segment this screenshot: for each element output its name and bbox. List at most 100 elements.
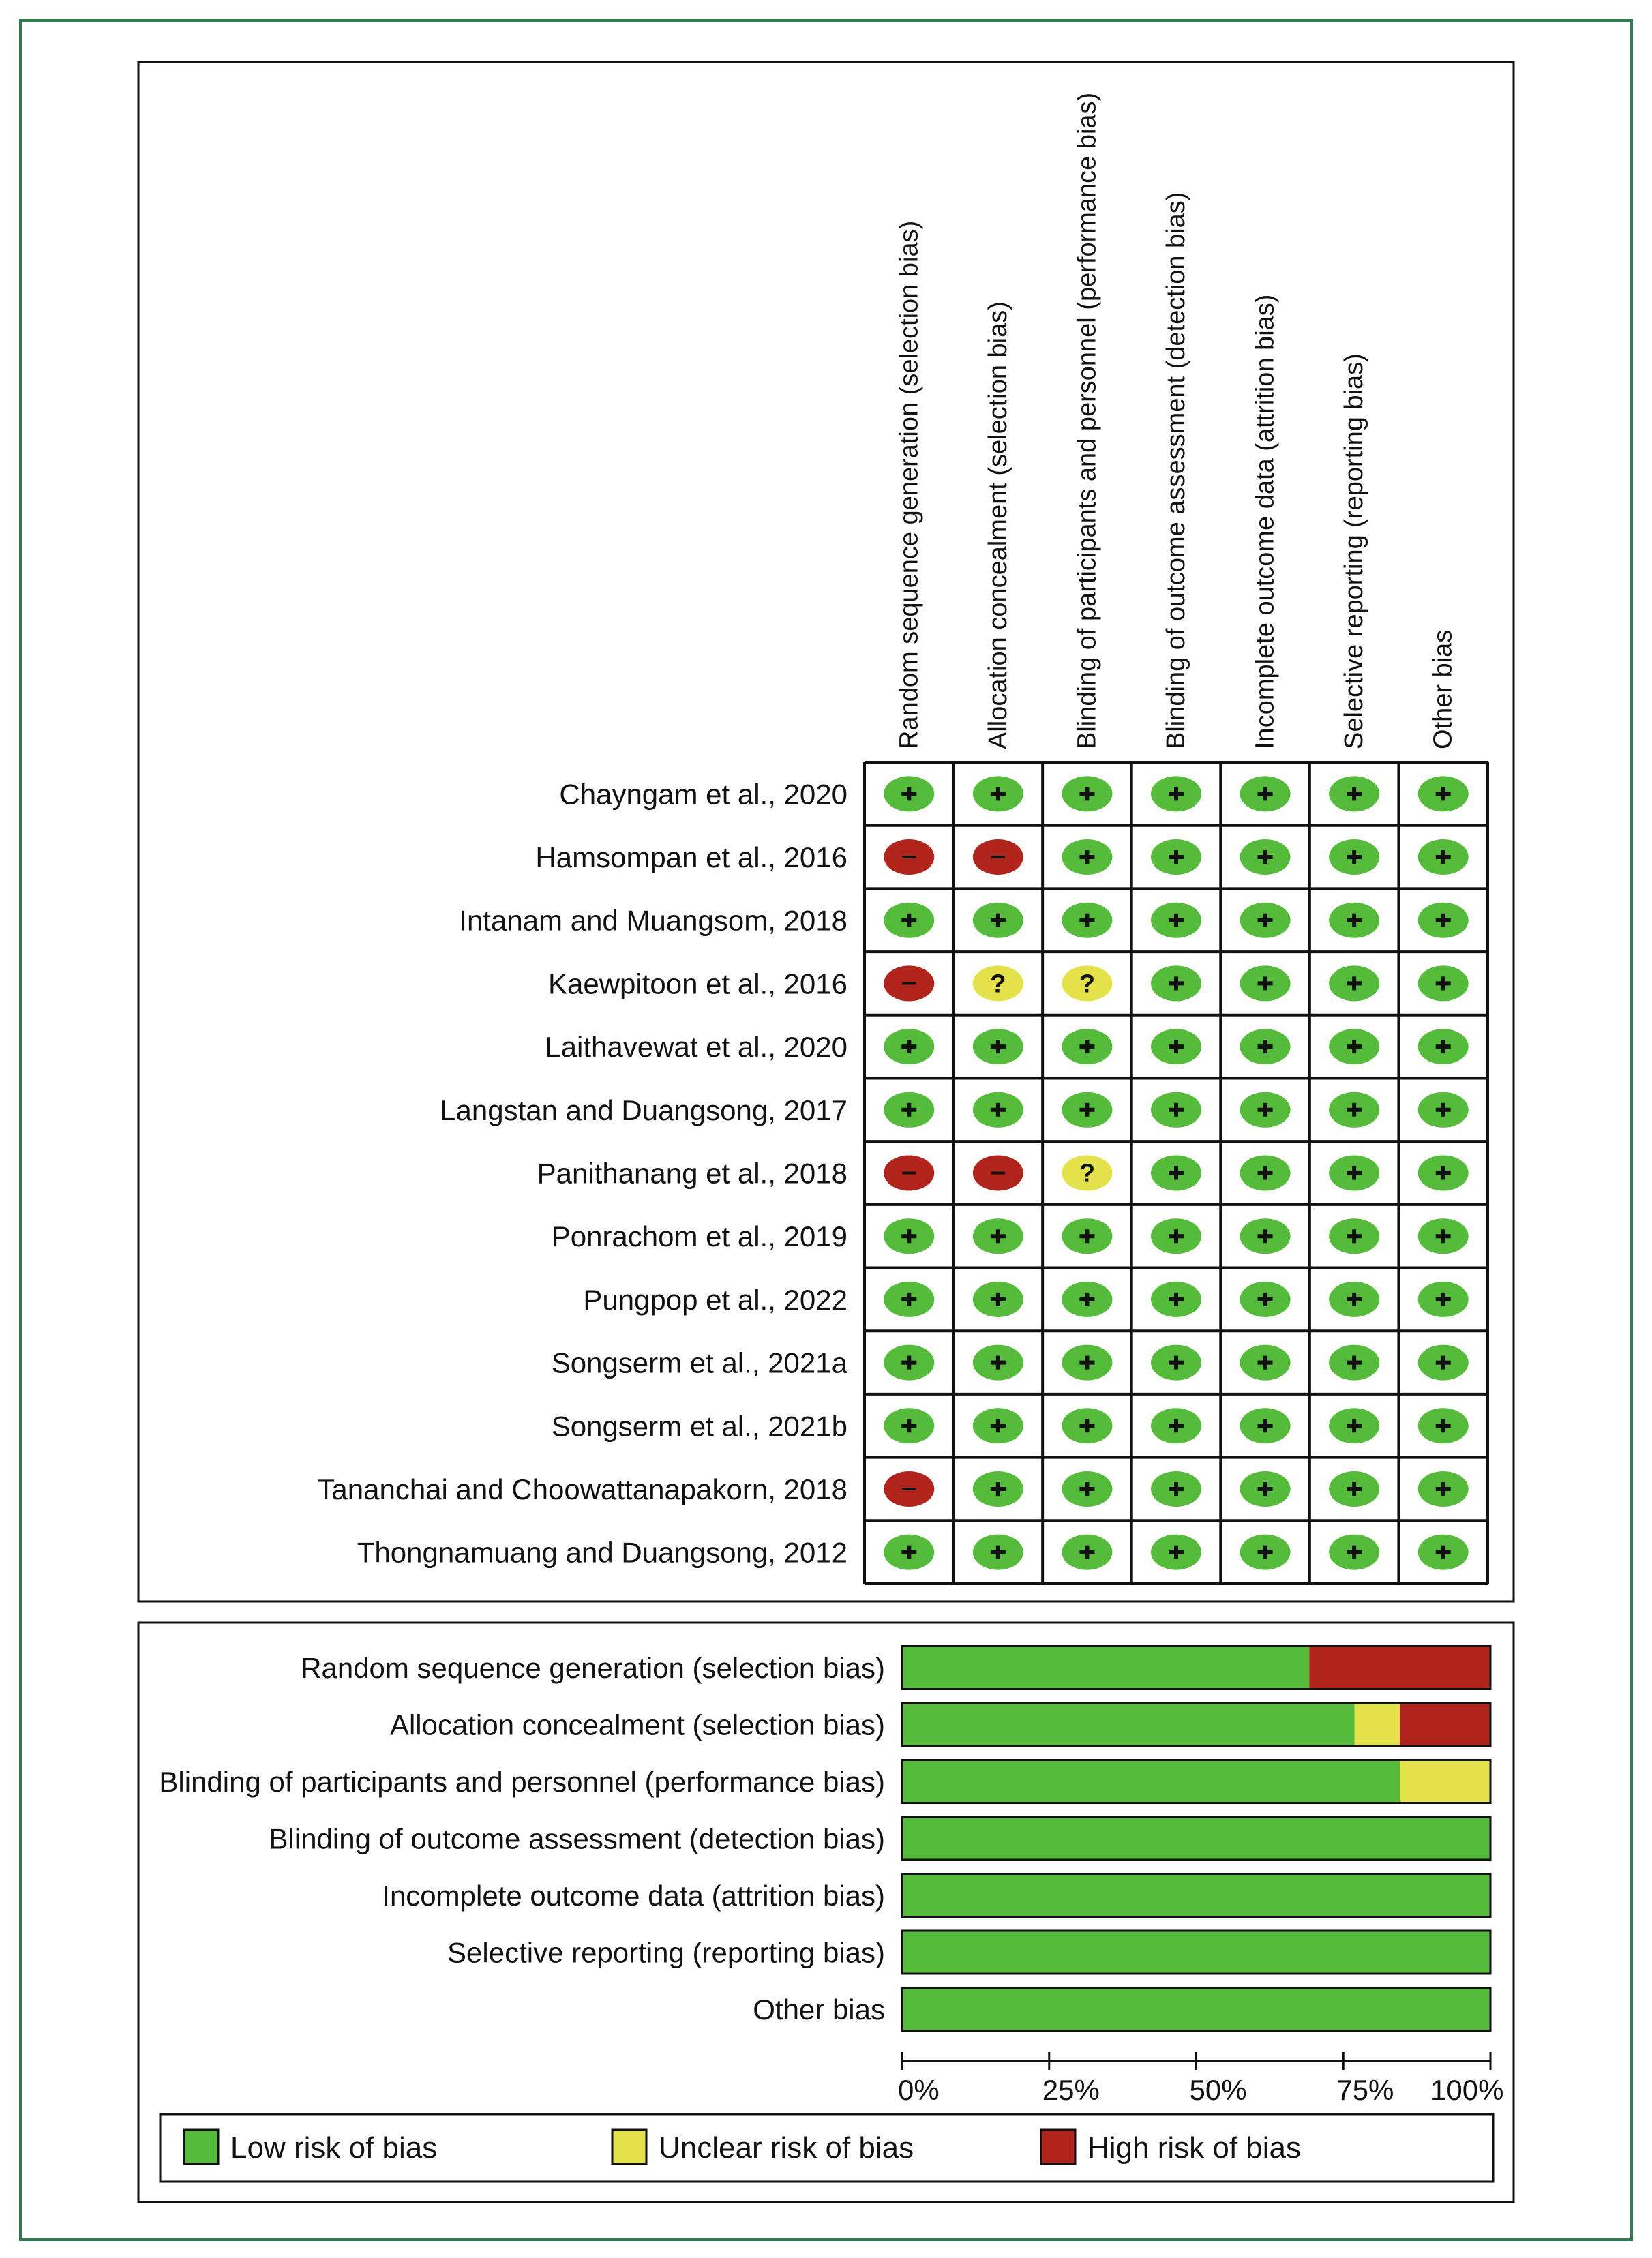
plus-icon [1347,1102,1362,1117]
plus-icon [1169,1545,1184,1559]
plus-icon [901,913,917,927]
plus-icon [990,1355,1006,1370]
question-icon: ? [990,969,1006,998]
plus-icon [1079,787,1095,801]
column-header: Other bias [1429,630,1458,749]
graph-panel [137,1621,1515,2203]
study-label: Hamsompan et al., 2016 [535,841,847,873]
plus-icon [1347,976,1362,991]
legend-label: Low risk of bias [230,2131,437,2165]
legend-swatch-high [1040,2128,1077,2165]
plus-icon [1435,976,1451,991]
legend-swatch-unclear [611,2128,648,2165]
plus-icon [1079,1292,1095,1306]
plus-icon [1257,1229,1273,1244]
study-label: Pungpop et al., 2022 [583,1284,847,1316]
plus-icon [1435,1229,1451,1244]
domain-label: Incomplete outcome data (attrition bias) [382,1880,885,1912]
plus-icon [1257,1166,1273,1180]
plus-icon [990,1545,1006,1559]
bar-outline [901,1873,1492,1918]
legend-label: High risk of bias [1087,2131,1301,2165]
question-icon: ? [1079,1160,1095,1188]
plus-icon [1079,1229,1095,1244]
plus-icon [1079,850,1095,864]
plus-icon [1079,1040,1095,1054]
plus-icon [990,1419,1006,1433]
plus-icon [1347,1040,1362,1054]
column-header: Blinding of outcome assessment (detectio… [1162,192,1190,749]
study-label: Thongnamuang and Duangsong, 2012 [357,1537,847,1569]
plus-icon [1169,850,1184,864]
x-tick-label: 100% [1430,2074,1503,2106]
summary-table: Random sequence generation (selection bi… [317,93,1489,1585]
bar-outline [901,1645,1492,1690]
plus-icon [1435,787,1451,801]
plus-icon [1347,1229,1362,1244]
plus-icon [1169,1292,1184,1306]
x-tick-label: 50% [1190,2074,1247,2106]
plus-icon [901,787,917,801]
bar-segment-high [1400,1703,1490,1746]
bar-outline [901,1929,1492,1975]
question-icon: ? [1079,969,1095,998]
bar-segment-low [902,1817,1490,1860]
column-header: Allocation concealment (selection bias) [984,301,1012,749]
plus-icon [990,787,1006,801]
plus-icon [1257,1102,1273,1117]
study-label: Laithavewat et al., 2020 [545,1031,847,1063]
bar-outline [901,1816,1492,1861]
plus-icon [1435,913,1451,927]
bar-outline [901,1987,1492,2032]
plus-icon [990,913,1006,927]
plus-icon [1079,1419,1095,1433]
study-label: Kaewpitoon et al., 2016 [548,967,847,999]
domain-label: Blinding of participants and personnel (… [159,1766,885,1798]
bar-outline [901,1759,1492,1804]
summary-panel [137,61,1515,1603]
plus-icon [1347,1419,1362,1433]
plus-icon [1257,1040,1273,1054]
plus-icon [1435,1545,1451,1559]
column-header: Random sequence generation (selection bi… [895,221,923,749]
plus-icon [1347,1292,1362,1306]
plus-icon [1257,1292,1273,1306]
bar-segment-unclear [1354,1703,1400,1746]
domain-label: Other bias [753,1993,885,2026]
plus-icon [1257,1419,1273,1433]
plus-icon [901,1419,917,1433]
plus-icon [1079,1355,1095,1370]
plus-icon [1169,1229,1184,1244]
plus-icon [1347,787,1362,801]
plus-icon [1079,1102,1095,1117]
plus-icon [1257,1355,1273,1370]
bar-segment-low [902,1931,1490,1974]
plus-icon [1435,1355,1451,1370]
bar-segment-low [902,1987,1490,2031]
domain-label: Selective reporting (reporting bias) [447,1937,885,1969]
plus-icon [1169,1040,1184,1054]
plus-icon [1347,1355,1362,1370]
plus-icon [1435,1419,1451,1433]
column-header: Selective reporting (reporting bias) [1340,353,1368,749]
study-label: Songserm et al., 2021a [552,1347,848,1379]
plus-icon [1169,1355,1184,1370]
plus-icon [901,1545,917,1559]
plus-icon [901,1229,917,1244]
x-tick-label: 25% [1042,2074,1100,2106]
plus-icon [1169,1102,1184,1117]
x-tick-label: 75% [1336,2074,1394,2106]
plus-icon [901,1355,917,1370]
legend-label: Unclear risk of bias [659,2131,914,2165]
x-tick-label: 0% [898,2074,940,2106]
bias-graph: Random sequence generation (selection bi… [159,1645,1503,2183]
bar-segment-low [902,1703,1355,1746]
study-label: Intanam and Muangsom, 2018 [459,905,847,937]
rating-unclear-marker [1062,1155,1113,1191]
plus-icon [1435,1166,1451,1180]
plus-icon [1169,1419,1184,1433]
plus-icon [901,1040,917,1054]
study-label: Langstan and Duangsong, 2017 [440,1094,847,1126]
plus-icon [990,1292,1006,1306]
